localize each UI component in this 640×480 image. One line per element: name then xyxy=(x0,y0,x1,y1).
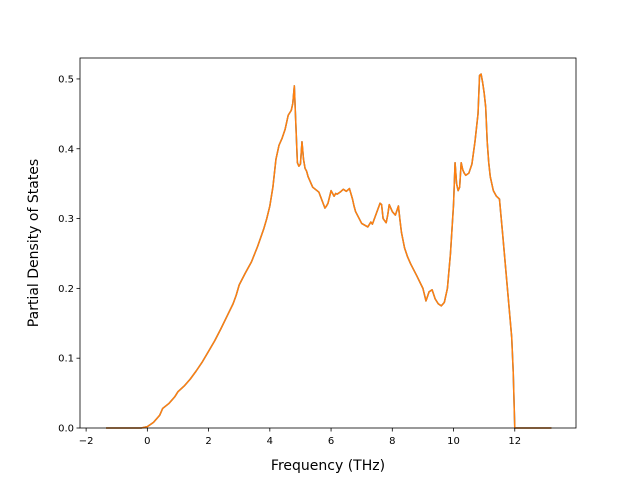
y-tick-label: 0.3 xyxy=(58,214,74,225)
axes-frame xyxy=(79,57,577,429)
series-line-front xyxy=(106,73,552,429)
x-tick-label: 0 xyxy=(144,436,150,447)
y-ticks: 0.0 0.1 0.2 0.3 0.4 0.5 xyxy=(58,74,80,435)
y-tick-label: 0.5 xyxy=(58,74,74,85)
x-ticks: −2 0 2 4 6 8 10 12 xyxy=(79,428,521,447)
x-tick-label: 4 xyxy=(267,436,273,447)
x-tick-label: 2 xyxy=(205,436,211,447)
x-axis-label: Frequency (THz) xyxy=(271,458,385,474)
x-tick-label: 12 xyxy=(508,436,521,447)
y-tick-label: 0.1 xyxy=(58,354,74,365)
y-tick-label: 0.0 xyxy=(58,424,74,435)
x-tick-label: 8 xyxy=(389,436,395,447)
x-tick-label: 10 xyxy=(447,436,460,447)
y-axis-label: Partial Density of States xyxy=(26,159,42,327)
plot-area xyxy=(80,58,576,428)
y-tick-label: 0.2 xyxy=(58,284,74,295)
data-layer xyxy=(106,73,552,429)
x-tick-label: −2 xyxy=(79,436,94,447)
x-tick-label: 6 xyxy=(328,436,334,447)
y-tick-label: 0.4 xyxy=(58,144,74,155)
